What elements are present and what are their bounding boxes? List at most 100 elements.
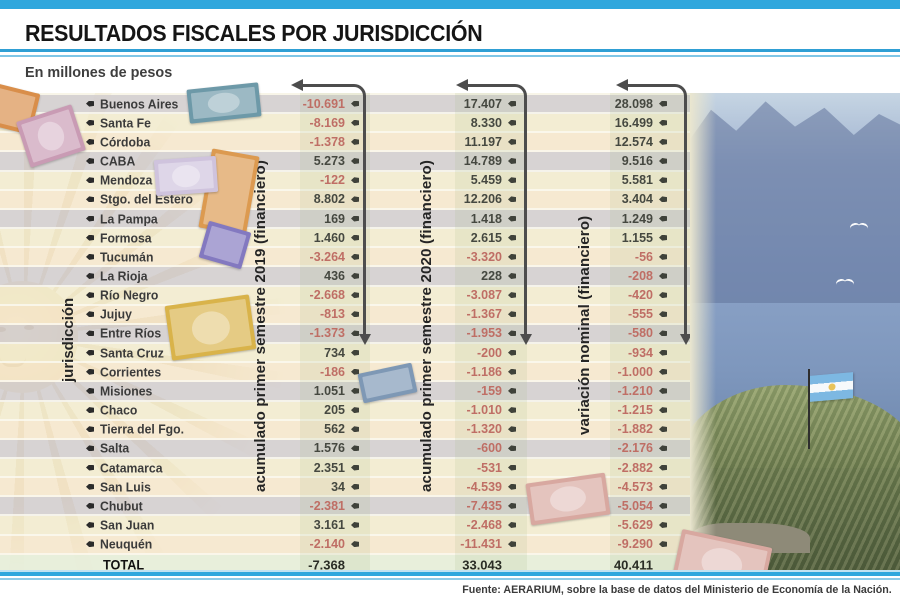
bullet-icon: [351, 541, 359, 548]
table-row: Neuquén -2.140 -11.431 -9.290: [0, 535, 693, 555]
jurisdiction-name: La Pampa: [100, 211, 158, 227]
value-2020: -3.087: [466, 288, 502, 303]
table-row: Chaco 205 -1.010 -1.215: [0, 401, 693, 421]
bullet-icon: [351, 483, 359, 490]
bullet-icon: [86, 483, 94, 490]
bullet-icon: [508, 272, 516, 279]
bullet-icon: [659, 407, 667, 414]
bullet-icon: [351, 349, 359, 356]
bullet-icon: [351, 426, 359, 433]
bullet-icon: [351, 119, 359, 126]
jurisdiction-name: Buenos Aires: [100, 96, 179, 112]
value-2020: 5.459: [470, 173, 502, 188]
bullet-icon: [659, 196, 667, 203]
value-2020: -200: [476, 345, 502, 360]
jurisdiction-name: Formosa: [100, 230, 152, 246]
bullet-icon: [659, 330, 667, 337]
table-row: Corrientes -186 -1.186 -1.000: [0, 363, 693, 383]
bullet-icon: [351, 138, 359, 145]
value-variacion: 16.499: [614, 115, 653, 130]
jurisdiction-name: La Rioja: [100, 268, 148, 284]
jurisdiction-name: Tucumán: [100, 249, 154, 265]
value-variacion: -555: [627, 307, 653, 322]
landscape-photo: [690, 93, 900, 570]
bullet-icon: [508, 138, 516, 145]
header-background: [0, 0, 900, 93]
value-2020: -600: [476, 441, 502, 456]
bullet-icon: [659, 234, 667, 241]
bullet-icon: [508, 387, 516, 394]
bullet-icon: [86, 234, 94, 241]
value-2019: 3.161: [313, 518, 345, 533]
value-2019: 8.802: [313, 192, 345, 207]
value-2019: 34: [331, 479, 345, 494]
bullet-icon: [351, 407, 359, 414]
jurisdiction-name: Mendoza: [100, 172, 153, 188]
value-2019: -1.378: [309, 134, 345, 149]
value-variacion: 1.155: [621, 230, 653, 245]
value-2019: -3.264: [309, 249, 345, 264]
bullet-icon: [351, 196, 359, 203]
bullet-icon: [508, 407, 516, 414]
table-row: Stgo. del Estero 8.802 12.206 3.404: [0, 190, 693, 210]
bullet-icon: [508, 196, 516, 203]
value-2020: -2.468: [466, 518, 502, 533]
bullet-icon: [351, 502, 359, 509]
bullet-icon: [351, 368, 359, 375]
bullet-icon: [86, 196, 94, 203]
bullet-icon: [508, 426, 516, 433]
bullet-icon: [659, 272, 667, 279]
table-row: San Juan 3.161 -2.468 -5.629: [0, 516, 693, 536]
bullet-icon: [659, 253, 667, 260]
table-row: La Pampa 169 1.418 1.249: [0, 209, 693, 230]
bullet-icon: [86, 253, 94, 260]
bullet-icon: [86, 311, 94, 318]
peso-banknote: [164, 294, 257, 361]
value-2019: 1.576: [313, 441, 345, 456]
bullet-icon: [508, 330, 516, 337]
bullet-icon: [659, 387, 667, 394]
value-2019: 5.273: [313, 154, 345, 169]
value-2020: 2.615: [470, 230, 502, 245]
jurisdiction-name: Chubut: [100, 498, 143, 514]
jurisdiction-name: Misiones: [100, 383, 153, 399]
bullet-icon: [508, 177, 516, 184]
peso-banknote: [153, 155, 219, 197]
bullet-icon: [659, 177, 667, 184]
value-variacion: -56: [634, 249, 653, 264]
value-variacion: -420: [627, 288, 653, 303]
value-2019: -2.140: [309, 537, 345, 552]
bullet-icon: [351, 234, 359, 241]
value-2019: 2.351: [313, 460, 345, 475]
bullet-icon: [508, 445, 516, 452]
bullet-icon: [508, 502, 516, 509]
bullet-icon: [351, 158, 359, 165]
total-2019: -7.368: [308, 557, 345, 573]
value-variacion: -5.054: [617, 498, 653, 513]
value-2020: -1.186: [466, 364, 502, 379]
bullet-icon: [508, 464, 516, 471]
value-2019: -122: [319, 173, 345, 188]
bullet-icon: [659, 445, 667, 452]
source-strip: Fuente: AERARIUM, sobre la base de datos…: [0, 580, 900, 600]
table-total-row: TOTAL -7.368 33.043 40.411: [0, 554, 693, 575]
value-2020: 11.197: [464, 134, 502, 149]
bullet-icon: [659, 119, 667, 126]
arrow-connector-2019: [291, 79, 371, 345]
source-credit: Fuente: AERARIUM, sobre la base de datos…: [462, 584, 892, 596]
bullet-icon: [86, 349, 94, 356]
jurisdiction-name: Jujuy: [100, 306, 132, 322]
flag-sun-icon: [828, 383, 835, 391]
jurisdiction-name: San Juan: [100, 517, 155, 533]
table-row: Santa Fe -8.169 8.330 16.499: [0, 114, 693, 134]
value-2020: 12.206: [463, 192, 502, 207]
bullet-icon: [86, 387, 94, 394]
value-2019: 169: [324, 211, 345, 226]
table-row: San Luis 34 -4.539 -4.573: [0, 478, 693, 498]
value-variacion: -1.882: [617, 422, 653, 437]
arrow-connector-variacion: [616, 79, 692, 345]
value-2020: -1.367: [466, 307, 502, 322]
bullet-icon: [659, 464, 667, 471]
bullet-icon: [86, 464, 94, 471]
value-2019: -186: [319, 364, 345, 379]
